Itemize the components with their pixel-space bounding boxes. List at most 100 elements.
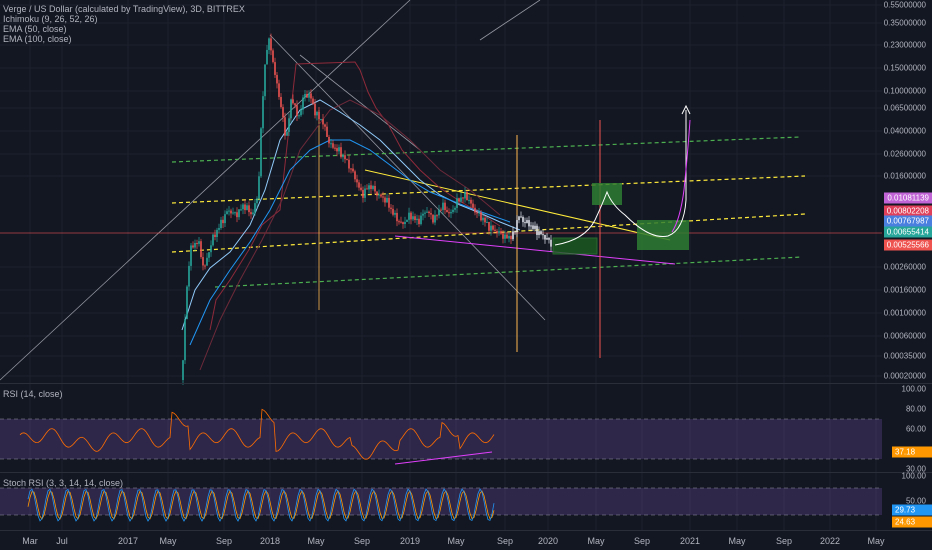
candle-body (298, 115, 300, 117)
candle-body (482, 217, 484, 221)
candle-body (262, 96, 264, 129)
projection-path (671, 119, 691, 233)
candle-body (346, 159, 348, 161)
candle-body (400, 221, 402, 223)
candle-body (218, 228, 220, 230)
time-tick-label: 2020 (537, 536, 559, 546)
candle-body (440, 209, 442, 211)
candle-body (312, 98, 314, 104)
candle-body (366, 188, 368, 190)
candle-body (370, 185, 372, 190)
time-tick-label: 2018 (259, 536, 281, 546)
candle-body (336, 148, 338, 152)
pane-separator[interactable] (0, 383, 932, 384)
rsi-tick-label: 100.00 (901, 384, 926, 394)
price-tick-label: 0.23000000 (883, 40, 926, 50)
ichimoku-legend[interactable]: Ichimoku (9, 26, 52, 26) (3, 14, 98, 24)
candle-body (474, 207, 476, 213)
candle-body (532, 225, 534, 229)
candle-body (456, 198, 458, 208)
trend-line-diagonal (269, 34, 546, 321)
candle-body (530, 225, 532, 227)
candle-body (536, 225, 538, 236)
candle-body (300, 109, 302, 116)
ichimoku-span (209, 61, 501, 331)
candle-body (242, 204, 244, 210)
candle-body (322, 119, 324, 125)
candle-body (408, 212, 410, 220)
candle-body (270, 38, 272, 51)
candle-body (354, 171, 356, 180)
candle-body (344, 155, 346, 160)
candle-body (232, 212, 234, 214)
candle-body (200, 241, 202, 258)
candle-body (486, 221, 488, 223)
candle-body (330, 143, 332, 145)
candle-body (522, 216, 524, 223)
candle-body (428, 211, 430, 214)
rsi-legend[interactable]: RSI (14, close) (3, 389, 63, 399)
candle-body (342, 155, 344, 158)
time-tick-label: 2019 (399, 536, 421, 546)
candle-body (480, 212, 482, 221)
candle-body (396, 212, 398, 222)
candle-body (316, 111, 318, 116)
stoch-legend[interactable]: Stoch RSI (3, 3, 14, 14, close) (3, 478, 123, 488)
stoch-k-line (27, 488, 495, 522)
time-tick-label: May (307, 536, 325, 546)
price-tick-label: 0.00020000 (883, 371, 926, 381)
candle-body (350, 168, 352, 170)
pane-separator[interactable] (0, 472, 932, 473)
candle-body (404, 221, 406, 225)
candle-body (268, 38, 270, 50)
candle-body (476, 212, 478, 214)
candle-body (544, 234, 546, 240)
candle-body (244, 204, 246, 211)
candle-body (442, 202, 444, 210)
time-tick-label: Sep (775, 536, 793, 546)
candle-body (212, 234, 214, 246)
candle-body (410, 212, 412, 220)
price-badge: 0.00655414 (883, 226, 932, 238)
candle-body (504, 234, 506, 239)
candle-body (204, 265, 206, 267)
symbol-title[interactable]: Verge / US Dollar (calculated by Trading… (3, 4, 245, 14)
rsi-tick-label: 60.00 (905, 424, 926, 434)
candle-body (502, 233, 504, 239)
price-badge: 0.01081139 (884, 192, 932, 204)
time-tick-label: May (159, 536, 177, 546)
candle-body (292, 99, 294, 104)
candle-body (418, 218, 420, 225)
candle-body (416, 218, 418, 221)
candle-body (386, 197, 388, 203)
candle-body (426, 211, 428, 213)
price-badge: 0.00525566 (883, 239, 932, 251)
candle-body (254, 203, 256, 213)
candle-body (374, 185, 376, 192)
candle-body (216, 229, 218, 238)
candle-body (360, 187, 362, 190)
price-tick-label: 0.15000000 (883, 63, 926, 73)
time-tick-label: Mar (22, 536, 38, 546)
candle-body (234, 212, 236, 214)
candle-body (224, 214, 226, 224)
candle-body (332, 143, 334, 148)
candle-body (280, 96, 282, 108)
ema50-legend[interactable]: EMA (50, close) (3, 24, 67, 34)
candle-body (188, 265, 190, 287)
candle-body (348, 159, 350, 169)
candle-body (210, 245, 212, 253)
candle-body (430, 213, 432, 215)
ema100-legend[interactable]: EMA (100, close) (3, 34, 72, 44)
projection-arrow (681, 104, 691, 115)
candle-body (184, 319, 186, 361)
candle-body (534, 225, 536, 229)
candle-body (318, 111, 320, 120)
candle-body (444, 202, 446, 211)
candle-body (488, 221, 490, 231)
target-box (592, 183, 622, 205)
candle-body (290, 99, 292, 119)
